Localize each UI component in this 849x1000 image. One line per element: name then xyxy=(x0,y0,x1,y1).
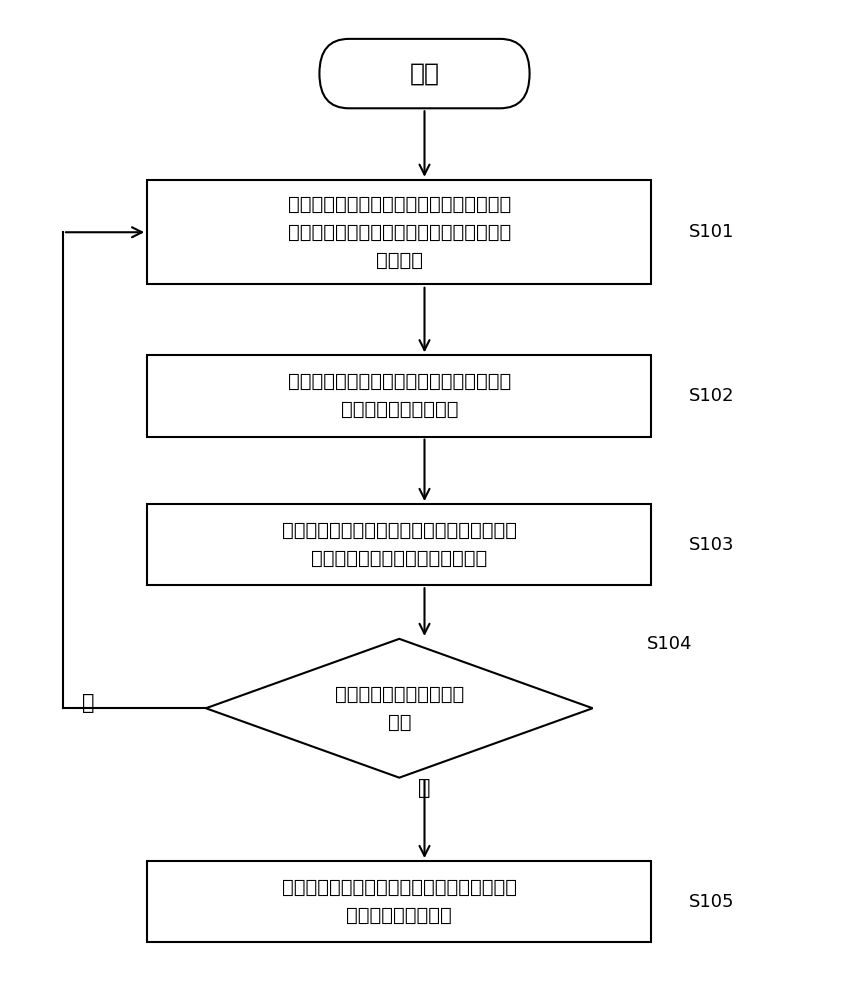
Text: 根据第二选择操作将几何参数、计算参数、材
料参数和网格参数生成装配体模型: 根据第二选择操作将几何参数、计算参数、材 料参数和网格参数生成装配体模型 xyxy=(282,521,517,568)
FancyBboxPatch shape xyxy=(147,504,651,585)
Text: 否: 否 xyxy=(82,693,94,713)
FancyBboxPatch shape xyxy=(147,861,651,942)
Text: 根据第三选择操作对装配体模型进行计算，生
成云图和回拖力曲线: 根据第三选择操作对装配体模型进行计算，生 成云图和回拖力曲线 xyxy=(282,878,517,925)
FancyBboxPatch shape xyxy=(147,180,651,284)
Text: S104: S104 xyxy=(647,635,693,653)
FancyBboxPatch shape xyxy=(319,39,530,108)
Text: S102: S102 xyxy=(689,387,735,405)
Text: S105: S105 xyxy=(689,893,735,911)
Polygon shape xyxy=(206,639,593,778)
Text: 判断装配体模型是否满足
需求: 判断装配体模型是否满足 需求 xyxy=(335,685,464,732)
Text: 根据第一选择操作获取几何参数、计算参数
、材料参数和网格参数: 根据第一选择操作获取几何参数、计算参数 、材料参数和网格参数 xyxy=(288,372,511,419)
FancyBboxPatch shape xyxy=(147,355,651,437)
Text: S101: S101 xyxy=(689,223,734,241)
Text: 获取用户在操作界面上的选择操作，选择操
作包括第一选择操作、第二选择操作和第三
选择操作: 获取用户在操作界面上的选择操作，选择操 作包括第一选择操作、第二选择操作和第三 … xyxy=(288,195,511,270)
Text: 开始: 开始 xyxy=(409,62,440,86)
Text: 是: 是 xyxy=(419,778,430,798)
Text: S103: S103 xyxy=(689,536,735,554)
